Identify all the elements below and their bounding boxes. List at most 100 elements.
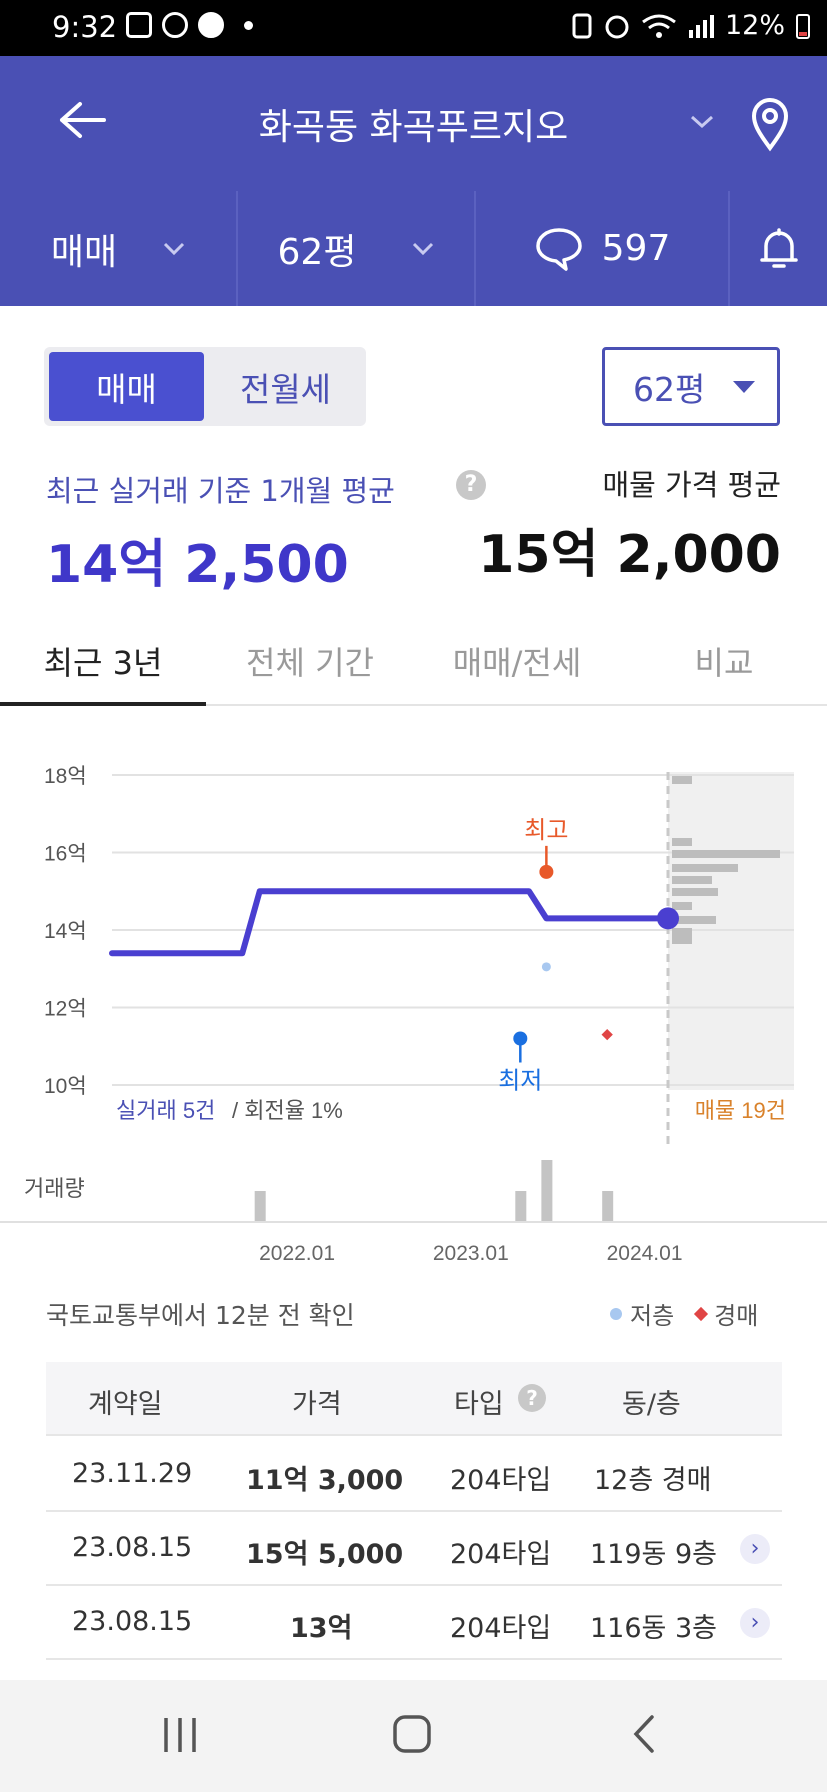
page-title[interactable]: 화곡동 화곡푸르지오	[258, 107, 569, 148]
legend-low-floor: 저층	[630, 1302, 675, 1330]
y-tick-label: 16억	[44, 843, 87, 866]
comments-count: 597	[601, 228, 671, 269]
wifi-icon	[642, 14, 676, 38]
table-row[interactable]: 23.11.29 11억 3,000 204타입 12층 경매	[46, 1438, 782, 1512]
price-line	[109, 888, 671, 957]
y-tick-label: 12억	[44, 998, 87, 1021]
bell-icon	[759, 227, 798, 268]
listing-avg-value: 15억 2,000	[478, 525, 781, 585]
back-nav-icon[interactable]	[630, 1714, 658, 1754]
location-pin-icon[interactable]	[750, 98, 790, 152]
app-header: 화곡동 화곡푸르지오	[0, 56, 827, 191]
low-floor-dot-icon	[610, 1307, 622, 1320]
recent-apps-icon[interactable]	[160, 1716, 200, 1754]
battery-saver-icon	[572, 13, 592, 38]
listings-count-label: 매물 19건	[695, 1098, 786, 1123]
legend-auction: 경매	[714, 1302, 759, 1330]
battery-icon	[796, 13, 810, 39]
signal-icon	[688, 14, 714, 38]
deal-type-label: 매매	[50, 231, 118, 273]
tab-sale-rent[interactable]: 매매/전세	[452, 644, 582, 682]
back-arrow-icon[interactable]	[58, 100, 108, 140]
header-type: 타입	[454, 1389, 504, 1420]
table-row[interactable]: 23.08.15 15억 5,000 204타입 119동 9층 ›	[46, 1512, 782, 1586]
listing-histogram-bar	[672, 936, 692, 944]
system-nav-bar	[0, 1680, 827, 1792]
home-icon[interactable]	[392, 1714, 432, 1754]
listing-histogram-bar	[672, 864, 738, 872]
recent-avg-value: 14억 2,500	[46, 535, 349, 595]
row-price: 13억	[290, 1613, 353, 1644]
y-tick-label: 14억	[44, 920, 87, 943]
y-tick-label: 10억	[44, 1075, 87, 1098]
gallery-icon	[126, 12, 152, 38]
x-tick-label: 2023.01	[433, 1242, 509, 1265]
current-point	[657, 907, 679, 930]
chevron-right-icon[interactable]: ›	[740, 1608, 770, 1638]
x-tick-label: 2024.01	[607, 1242, 683, 1265]
row-price: 15억 5,000	[246, 1539, 404, 1570]
alert-button[interactable]	[730, 191, 827, 306]
recent-avg-label: 최근 실거래 기준 1개월 평균	[46, 474, 395, 508]
alarm-icon	[605, 15, 629, 38]
header-price: 가격	[292, 1389, 342, 1420]
comments-button[interactable]: 597	[476, 191, 730, 306]
volume-bar	[541, 1160, 553, 1222]
deal-toggle: 매매 전월세	[44, 347, 366, 426]
toggle-rent[interactable]: 전월세	[239, 369, 332, 409]
listing-histogram-bar	[672, 902, 692, 910]
tab-recent-3y[interactable]: 최근 3년	[0, 620, 206, 706]
b-app-icon	[162, 12, 188, 38]
size-label: 62평	[277, 231, 357, 273]
listing-histogram-bar	[672, 916, 716, 924]
table-header: 계약일 가격 타입 ? 동/층	[46, 1362, 782, 1436]
row-type: 204타입	[450, 1465, 552, 1496]
row-type: 204타입	[450, 1539, 552, 1570]
chevron-down-icon[interactable]	[690, 114, 714, 130]
listing-histogram-bar	[672, 850, 780, 858]
header-unit: 동/층	[622, 1389, 681, 1420]
volume-bar	[254, 1191, 266, 1222]
status-bar: 9:32 12%	[0, 0, 827, 56]
listing-histogram-bar	[672, 888, 718, 896]
row-type: 204타입	[450, 1613, 552, 1644]
listing-avg-label: 매물 가격 평균	[602, 468, 781, 502]
size-dropdown[interactable]: 62평	[238, 191, 476, 306]
help-icon[interactable]: ?	[518, 1384, 546, 1412]
size-select[interactable]: 62평	[602, 347, 780, 426]
chevron-right-icon[interactable]: ›	[740, 1534, 770, 1564]
tab-compare[interactable]: 비교	[694, 644, 754, 682]
speech-bubble-icon	[535, 227, 582, 271]
volume-bar	[515, 1191, 527, 1222]
deal-type-dropdown[interactable]: 매매	[0, 191, 238, 306]
table-row[interactable]: 23.08.15 13억 204타입 116동 3층 ›	[46, 1586, 782, 1660]
toggle-sale[interactable]: 매매	[49, 352, 204, 421]
x-tick-label: 2022.01	[259, 1242, 335, 1265]
lowest-label: 최저	[498, 1068, 542, 1095]
help-icon[interactable]: ?	[456, 470, 486, 500]
deals-count-label: 실거래 5건	[116, 1098, 215, 1123]
listing-histogram-bar	[672, 928, 692, 936]
tab-all-period[interactable]: 전체 기간	[246, 644, 374, 682]
row-date: 23.11.29	[72, 1458, 193, 1489]
more-dot-icon	[244, 20, 253, 30]
listing-histogram-bar	[672, 776, 692, 784]
row-price: 11억 3,000	[246, 1465, 404, 1496]
status-time: 9:32	[52, 10, 118, 44]
chevron-down-icon	[413, 242, 434, 255]
period-tabs: 최근 3년 전체 기간 매매/전세 비교	[0, 620, 827, 706]
chart-legend: 저층 경매	[610, 1296, 758, 1331]
lowest-point	[513, 1031, 528, 1046]
listing-histogram-bar	[672, 876, 712, 884]
low-floor-point	[541, 962, 551, 972]
battery-percent: 12%	[724, 10, 785, 41]
filter-bar: 매매 62평 597	[0, 191, 827, 306]
y-tick-label: 18억	[44, 765, 87, 788]
highest-label: 최고	[524, 817, 568, 844]
source-note: 국토교통부에서 12분 전 확인	[46, 1301, 355, 1330]
row-unit: 116동 3층	[590, 1613, 717, 1644]
chevron-down-icon	[164, 242, 185, 255]
volume-bar	[602, 1191, 614, 1222]
listing-histogram-bar	[672, 838, 692, 846]
